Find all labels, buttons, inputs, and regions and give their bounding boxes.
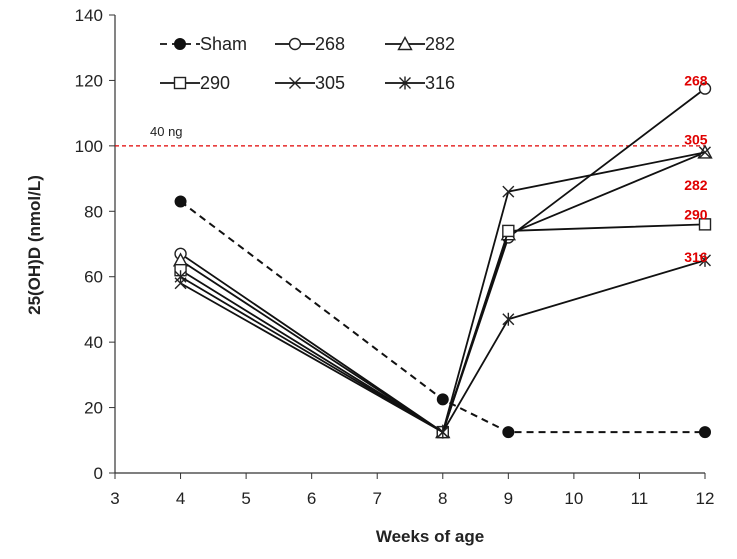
- series-268: [174, 82, 712, 439]
- legend-label: Sham: [200, 34, 247, 54]
- x-tick-label: 9: [504, 489, 513, 508]
- legend-label: 268: [315, 34, 345, 54]
- annotations-group: 268 305 282 290 316: [684, 72, 708, 265]
- x-tick-label: 4: [176, 489, 185, 508]
- data-point: [502, 185, 515, 198]
- series-line: [180, 151, 706, 434]
- y-tick-label: 120: [75, 71, 103, 90]
- legend-label: 290: [200, 73, 230, 93]
- legend-item: 268: [275, 34, 345, 54]
- series-line: [180, 223, 706, 434]
- series-annotation-label: 268: [684, 72, 708, 88]
- y-tick-label: 80: [84, 202, 103, 221]
- x-tick-label: 11: [631, 489, 649, 508]
- legend-marker: [174, 38, 186, 50]
- legend-marker: [399, 76, 411, 90]
- data-point: [699, 426, 711, 439]
- legend-marker: [397, 36, 413, 51]
- legend-label: 282: [425, 34, 455, 54]
- legend-item: 290: [160, 73, 230, 93]
- data-point: [174, 270, 187, 284]
- x-axis-title: Weeks of age: [376, 527, 484, 546]
- data-point: [698, 218, 712, 231]
- series-annotation-label: 316: [684, 249, 708, 265]
- y-tick-label: 20: [84, 399, 103, 418]
- data-point: [502, 224, 515, 238]
- series-line: [179, 200, 705, 434]
- series-sham: [174, 195, 711, 439]
- data-point: [698, 82, 712, 95]
- x-tick-label: 10: [564, 489, 583, 508]
- series-annotation-label: 305: [684, 131, 708, 147]
- reference-line-label: 40 ng: [150, 124, 183, 139]
- legend-label: 316: [425, 73, 455, 93]
- series-annotation-label: 290: [684, 207, 708, 223]
- series-line: [180, 151, 706, 434]
- x-tick-label: 3: [110, 489, 119, 508]
- legend-marker: [288, 37, 302, 51]
- axes: 0 20 40 60 80 100 120 140 3 4 5 6 7 8 9 10 11 12: [75, 6, 715, 508]
- x-tick-label: 8: [438, 489, 447, 508]
- data-point: [436, 425, 449, 439]
- y-tick-label: 140: [75, 6, 103, 25]
- x-tick-label: 12: [696, 489, 715, 508]
- data-point: [436, 393, 449, 406]
- series-316: [174, 253, 711, 439]
- data-point: [502, 312, 515, 326]
- legend: Sham 268 282 290 305 316: [160, 34, 455, 93]
- legend-marker: [173, 76, 187, 90]
- legend-item: Sham: [160, 34, 247, 54]
- x-tick-label: 7: [372, 489, 381, 508]
- legend-marker: [289, 77, 301, 89]
- data-point: [699, 146, 711, 159]
- data-point: [699, 253, 711, 267]
- y-axis-title: 25(OH)D (nmol/L): [25, 175, 44, 315]
- x-tick-label: 6: [307, 489, 316, 508]
- y-tick-label: 40: [84, 333, 103, 352]
- legend-item: 282: [385, 34, 455, 54]
- series-annotation-label: 282: [684, 177, 708, 193]
- reference-line-group: 40 ng: [115, 124, 705, 147]
- series-line: [180, 259, 706, 434]
- y-tick-label: 0: [94, 464, 103, 483]
- legend-label: 305: [315, 73, 345, 93]
- y-tick-label: 60: [84, 268, 103, 287]
- y-tick-label: 100: [75, 137, 103, 156]
- series-group: [172, 82, 713, 439]
- data-point: [174, 195, 187, 208]
- legend-item: 305: [275, 73, 345, 93]
- legend-item: 316: [385, 73, 455, 93]
- x-tick-label: 5: [241, 489, 250, 508]
- data-point: [502, 426, 515, 439]
